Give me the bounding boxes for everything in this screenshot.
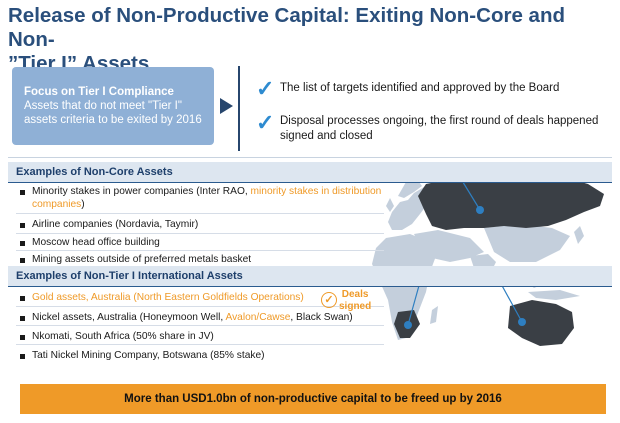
non-core-item-1-text-2: ) bbox=[81, 199, 85, 210]
separator bbox=[16, 325, 384, 326]
non-tier-item-2: Nickel assets, Australia (Honeymoon Well… bbox=[32, 311, 353, 324]
non-core-item-1-highlight-2: companies bbox=[32, 199, 82, 210]
checkmark-icon: ✓ bbox=[256, 76, 275, 101]
non-core-item-1-highlight: minority stakes in distribution bbox=[250, 186, 382, 197]
map-indonesia bbox=[528, 290, 580, 300]
map-japan bbox=[574, 226, 584, 244]
non-core-item-1: Minority stakes in power companies (Inte… bbox=[32, 185, 381, 211]
arrow-right-icon bbox=[220, 98, 233, 114]
non-tier-item-4: Tati Nickel Mining Company, Botswana (85… bbox=[32, 350, 265, 361]
bullet-icon bbox=[20, 190, 25, 195]
check-text-2: Disposal processes ongoing, the first ro… bbox=[280, 114, 598, 144]
non-tier-header-band bbox=[8, 266, 612, 286]
vertical-divider bbox=[238, 66, 240, 151]
separator bbox=[16, 344, 384, 345]
bullet-icon bbox=[20, 258, 25, 263]
map-china bbox=[484, 224, 570, 262]
non-core-header-band bbox=[8, 162, 612, 182]
page-title: Release of Non-Productive Capital: Exiti… bbox=[8, 4, 608, 76]
bullet-icon bbox=[20, 316, 25, 321]
check-text-1: The list of targets identified and appro… bbox=[280, 82, 560, 94]
bullet-icon bbox=[20, 223, 25, 228]
map-scandinavia bbox=[398, 178, 422, 198]
section-divider bbox=[8, 157, 612, 158]
non-core-item-2: Airline companies (Nordavia, Taymir) bbox=[32, 219, 199, 230]
focus-box: Focus on Tier I Compliance Assets that d… bbox=[12, 67, 214, 145]
separator bbox=[16, 250, 384, 251]
map-australia bbox=[508, 300, 574, 346]
bullet-icon bbox=[20, 241, 25, 246]
focus-body-line-1: Assets that do not meet "Tier I" bbox=[24, 100, 182, 112]
bullet-icon bbox=[20, 354, 25, 359]
check-text-2-line-1: Disposal processes ongoing, the first ro… bbox=[280, 115, 599, 127]
non-core-rule bbox=[8, 182, 612, 183]
map-uk bbox=[386, 198, 394, 212]
non-core-item-1-text: Minority stakes in power companies (Inte… bbox=[32, 186, 251, 197]
non-tier-rule bbox=[8, 286, 612, 287]
bottom-banner: More than USD1.0bn of non-productive cap… bbox=[20, 384, 606, 414]
non-tier-item-2-highlight: Avalon/Cawse bbox=[225, 312, 291, 323]
checkmark-icon: ✓ bbox=[256, 110, 275, 135]
non-core-item-4: Mining assets outside of preferred metal… bbox=[32, 254, 252, 265]
bullet-icon bbox=[20, 335, 25, 340]
bottom-banner-text: More than USD1.0bn of non-productive cap… bbox=[124, 393, 502, 405]
non-core-heading: Examples of Non-Core Assets bbox=[16, 166, 173, 178]
deals-signed-label: Deals signed bbox=[339, 289, 371, 313]
deals-line-2: signed bbox=[339, 301, 372, 312]
non-tier-item-2-text: Nickel assets, Australia (Honeymoon Well… bbox=[32, 312, 226, 323]
check-text-2-line-2: signed and closed bbox=[280, 130, 373, 142]
map-madagascar bbox=[430, 306, 438, 324]
separator bbox=[16, 306, 384, 307]
check-circle-icon: ✓ bbox=[321, 292, 337, 308]
map-europe bbox=[388, 187, 428, 230]
non-tier-item-2-text-2: , Black Swan) bbox=[290, 312, 353, 323]
focus-body-line-2: assets criteria to be exited by 2016 bbox=[24, 114, 202, 126]
deals-line-1: Deals bbox=[341, 289, 369, 300]
separator bbox=[16, 213, 384, 214]
focus-heading: Focus on Tier I Compliance bbox=[24, 86, 174, 98]
map-africa bbox=[372, 234, 436, 340]
non-tier-heading: Examples of Non-Tier I International Ass… bbox=[16, 270, 243, 282]
non-tier-item-3: Nkomati, South Africa (50% share in JV) bbox=[32, 331, 214, 342]
non-core-item-3: Moscow head office building bbox=[32, 237, 160, 248]
non-tier-item-1: Gold assets, Australia (North Eastern Go… bbox=[32, 292, 304, 303]
separator bbox=[16, 233, 384, 234]
bullet-icon bbox=[20, 296, 25, 301]
page-title-line-1: Release of Non-Productive Capital: Exiti… bbox=[8, 4, 565, 51]
